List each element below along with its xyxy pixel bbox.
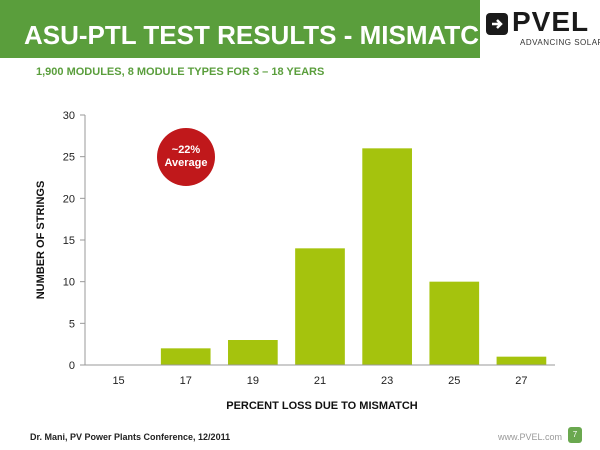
footer-url[interactable]: www.PVEL.com — [498, 432, 563, 442]
logo-wordmark: PVEL — [512, 6, 590, 37]
y-axis: 0 5 10 15 20 25 30 — [63, 110, 86, 372]
y-tick-label: 0 — [69, 360, 75, 372]
x-tick-label: 15 — [112, 375, 124, 387]
page-number-badge: 7 — [568, 427, 582, 443]
y-tick-label: 25 — [63, 152, 75, 164]
plug-icon — [486, 13, 508, 35]
pvel-logo: PVEL ADVANCING SOLAR — [480, 0, 600, 58]
y-axis-label: NUMBER OF STRINGS — [35, 181, 47, 300]
x-tick-label: 25 — [448, 375, 460, 387]
annotation-label: Average — [164, 157, 207, 169]
slide-subtitle: 1,900 MODULES, 8 MODULE TYPES FOR 3 – 18… — [36, 66, 325, 78]
annotation-percent: ~22% — [172, 144, 201, 156]
y-tick-label: 10 — [63, 277, 75, 289]
x-tick-label: 27 — [515, 375, 527, 387]
bars — [160, 148, 547, 365]
annotation-circle — [157, 128, 215, 186]
footer-citation: Dr. Mani, PV Power Plants Conference, 12… — [30, 432, 231, 442]
x-tick-label: 21 — [314, 375, 326, 387]
bar-17 — [160, 348, 211, 365]
slide-title: ASU-PTL TEST RESULTS - MISMATCH — [24, 20, 498, 50]
logo-tagline: ADVANCING SOLAR — [520, 38, 600, 47]
y-tick-label: 5 — [69, 318, 75, 330]
bar-27 — [496, 356, 547, 365]
x-axis-label: PERCENT LOSS DUE TO MISMATCH — [226, 400, 418, 412]
bar-23 — [362, 148, 412, 365]
y-tick-label: 20 — [63, 193, 75, 205]
y-tick-label: 30 — [63, 110, 75, 122]
y-tick-label: 15 — [63, 235, 75, 247]
average-annotation: ~22% Average — [157, 128, 215, 186]
bar-19 — [228, 340, 278, 365]
x-tick-label: 23 — [381, 375, 393, 387]
x-axis: 15 17 19 21 23 25 27 — [85, 364, 555, 387]
x-tick-label: 19 — [247, 375, 259, 387]
bar-25 — [429, 281, 480, 365]
header-bar: ASU-PTL TEST RESULTS - MISMATCH PVEL ADV… — [0, 0, 600, 58]
x-tick-label: 17 — [180, 375, 192, 387]
bar-21 — [295, 248, 345, 365]
